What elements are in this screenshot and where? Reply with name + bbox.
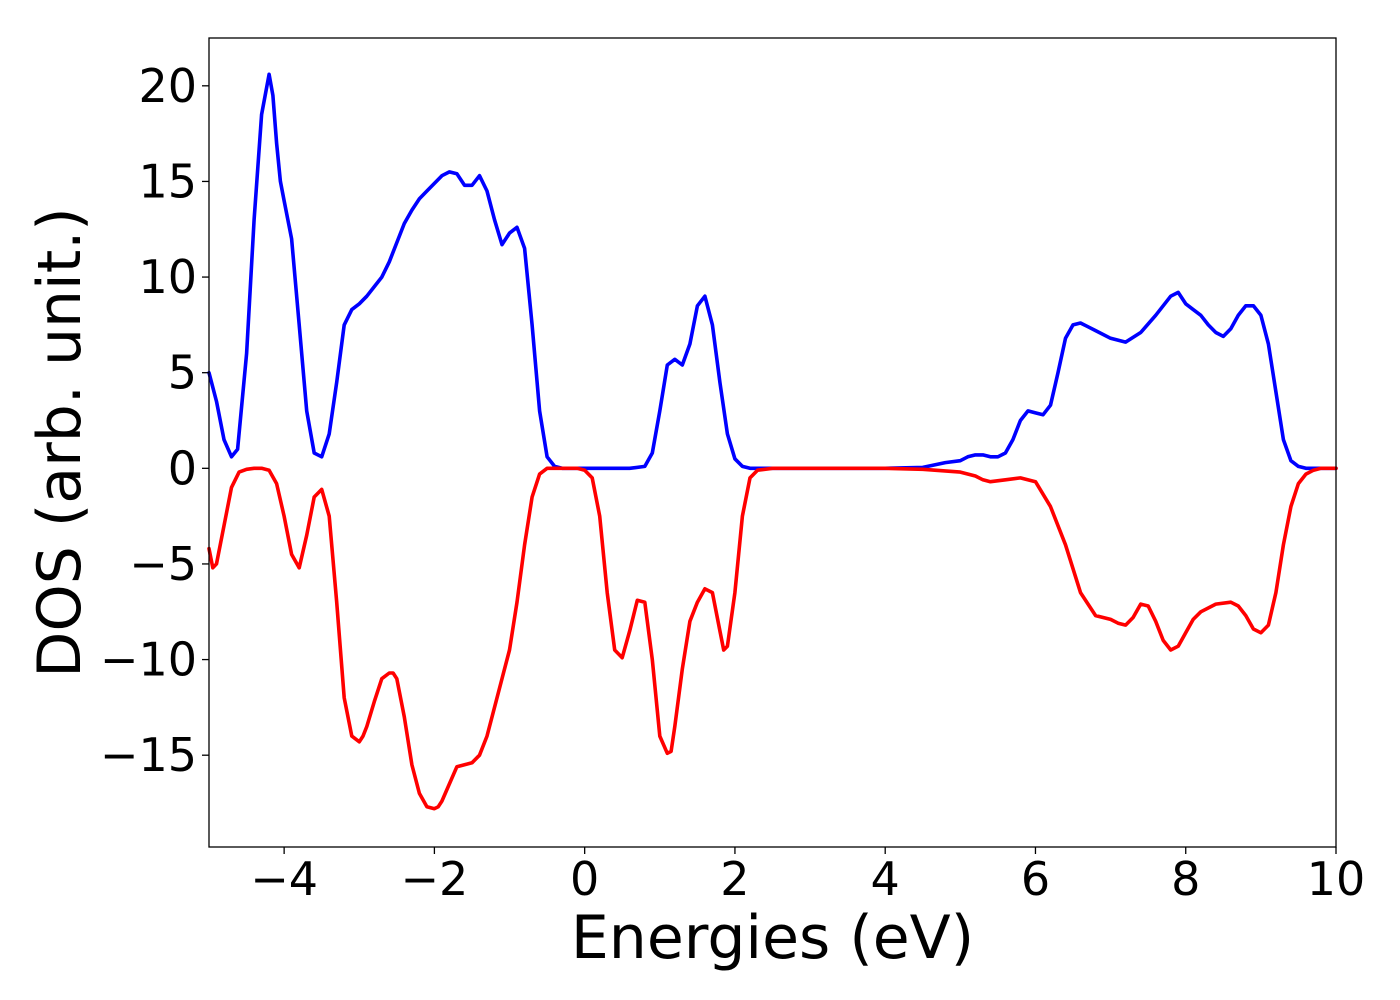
plot-frame [208, 37, 1337, 848]
y-tick-label: −15 [100, 728, 197, 782]
series-line-1 [207, 72, 1338, 471]
x-tick-label: 4 [871, 852, 900, 906]
tick-layer: −4 −2 0 2 4 6 8 10 20 15 10 5 0 −5 −10 −15 [100, 59, 1365, 906]
y-tick-label: 15 [138, 154, 197, 208]
x-axis-label: Energies (eV) [571, 903, 974, 973]
series-line-2 [207, 466, 1338, 811]
y-tick-label: −10 [100, 633, 197, 687]
x-tick-label: −2 [400, 852, 468, 906]
y-tick-label: 20 [138, 59, 197, 113]
x-tick-label: 2 [720, 852, 749, 906]
y-axis-label: DOS (arb. unit.) [25, 207, 95, 677]
y-tick-label: −5 [129, 537, 197, 591]
series-layer [207, 72, 1338, 811]
x-tick-label: −4 [250, 852, 318, 906]
x-tick-label: 6 [1021, 852, 1050, 906]
y-tick-label: 0 [168, 441, 197, 495]
x-tick-label: 10 [1307, 852, 1366, 906]
x-tick-label: 8 [1171, 852, 1200, 906]
y-tick-label: 10 [138, 250, 197, 304]
y-tick-label: 5 [168, 346, 197, 400]
x-tick-label: 0 [570, 852, 599, 906]
